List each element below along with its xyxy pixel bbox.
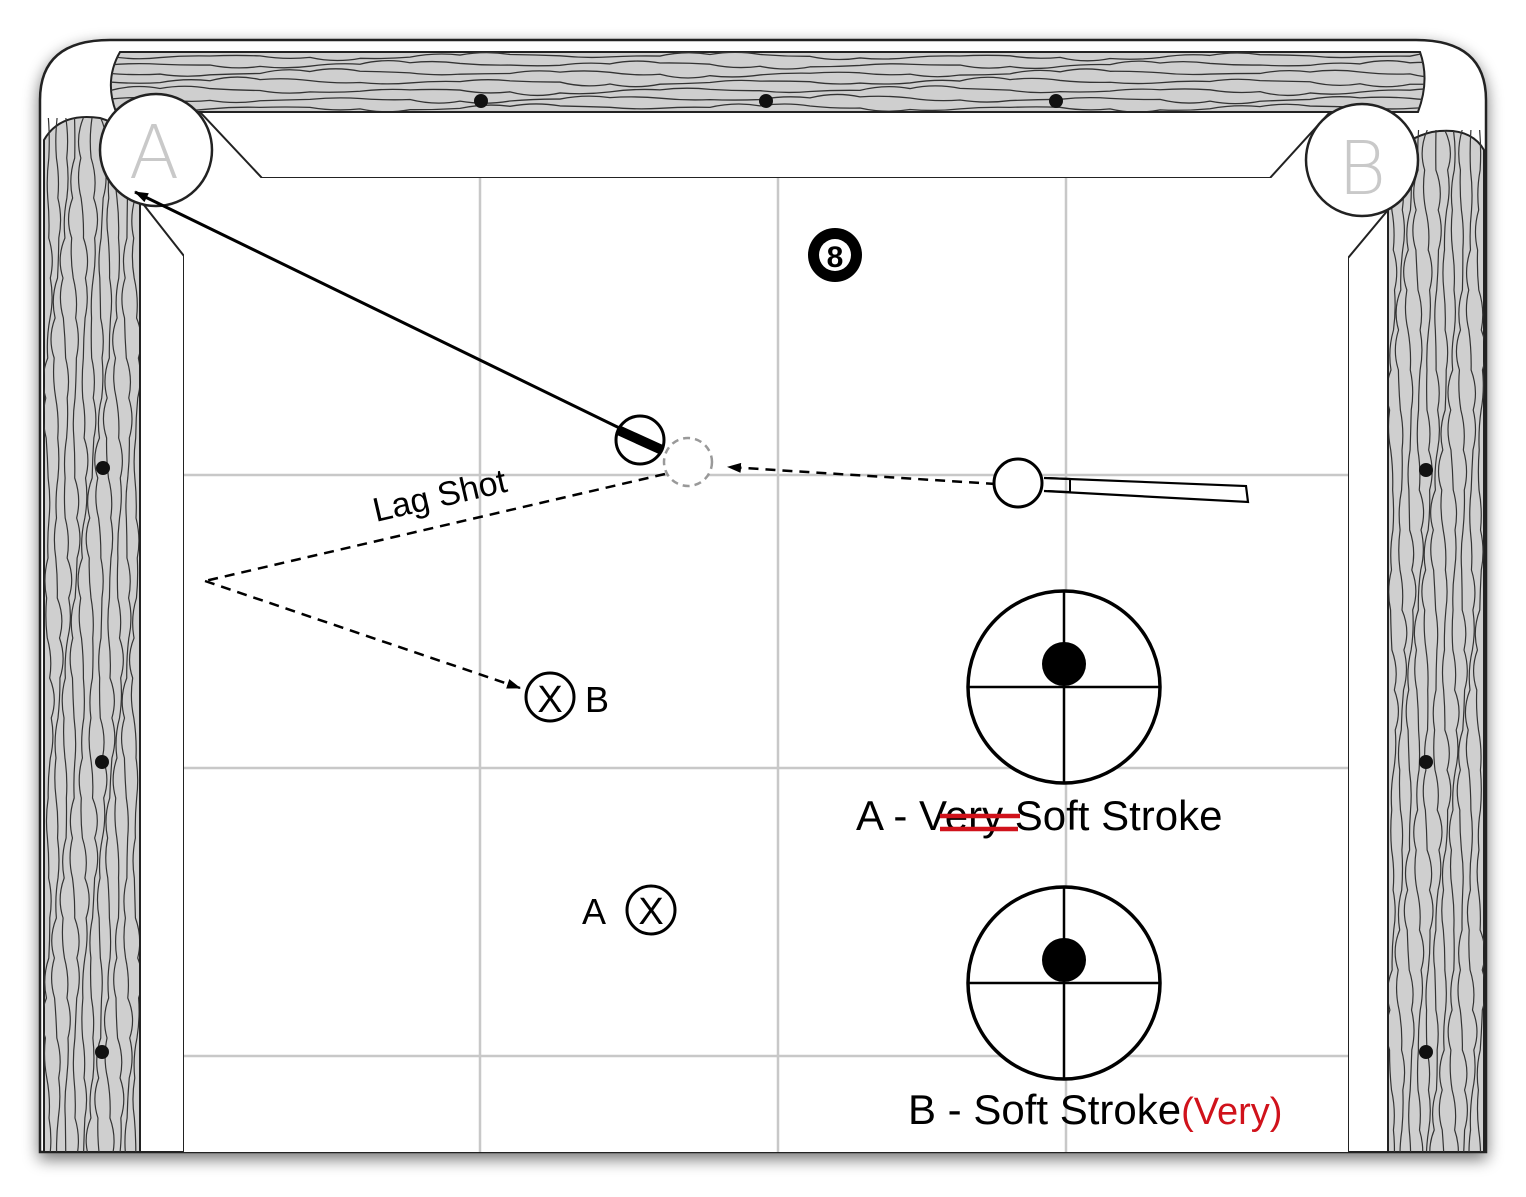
wood-grain-line xyxy=(110,52,1425,62)
cue-ball xyxy=(992,457,1044,509)
diamond-right-2 xyxy=(1419,755,1433,769)
target-b-label: B xyxy=(585,679,609,720)
pocket-a-label: A xyxy=(129,110,180,196)
stroke-a-caption: A - Very Soft Stroke xyxy=(856,792,1223,839)
eight-ball-label: 8 xyxy=(827,241,844,274)
right-rail xyxy=(1387,129,1485,1153)
cushion-left xyxy=(139,197,185,1153)
target-b-marker: X B xyxy=(524,671,609,723)
wood-grain-line xyxy=(110,103,1425,112)
wood-grain-line xyxy=(1437,130,1452,1152)
diamond-top-2 xyxy=(759,94,773,108)
wood-grain-line xyxy=(67,118,81,1152)
wood-grain-line xyxy=(102,118,116,1152)
playing-surface xyxy=(184,178,1348,1152)
wood-grain-line xyxy=(112,118,125,1152)
cue-ball-path xyxy=(727,462,997,486)
object-ball-path xyxy=(134,190,641,440)
pocket-b: B xyxy=(1304,102,1420,218)
wood-grain-line xyxy=(1412,130,1425,1152)
wood-grain-line xyxy=(1472,130,1484,1152)
top-rail xyxy=(109,51,1426,113)
eight-ball: 8 xyxy=(808,228,862,282)
wood-grain-line xyxy=(59,118,73,1152)
wood-grain-line xyxy=(1388,130,1399,1152)
cue-stick xyxy=(1043,476,1250,504)
wood-grain-line xyxy=(110,60,1425,70)
wood-grain-line xyxy=(1429,130,1443,1152)
pocket-b-label: B xyxy=(1338,126,1386,212)
lag-shot-return-path xyxy=(204,579,521,690)
wood-grain-line xyxy=(50,118,64,1152)
wood-grain-line xyxy=(1403,130,1417,1152)
ghost-ball xyxy=(662,436,714,488)
stroke-b-text: B - Soft Stroke xyxy=(908,1086,1181,1133)
wood-grain-line xyxy=(110,68,1425,79)
stroke-a-prefix: A - xyxy=(856,792,919,839)
stroke-b-caption: B - Soft Stroke(Very) xyxy=(908,1086,1282,1133)
wood-grain-line xyxy=(110,85,1425,97)
diamond-top-3 xyxy=(1049,94,1063,108)
wood-grain-line xyxy=(1421,130,1434,1152)
diamond-top-1 xyxy=(474,94,488,108)
diamond-right-3 xyxy=(1419,1045,1433,1059)
target-a-marker: A X xyxy=(582,884,677,936)
wood-grain-line xyxy=(110,93,1425,105)
wood-grain-line xyxy=(44,118,55,1152)
wood-grain-line xyxy=(1447,130,1460,1152)
wood-grain-line xyxy=(1455,130,1468,1152)
diamond-left-1 xyxy=(96,461,110,475)
strikethrough-mark xyxy=(940,813,1020,832)
wood-grain-line xyxy=(94,118,108,1152)
cue-tip-contact-a xyxy=(1042,642,1086,686)
diamond-right-1 xyxy=(1419,463,1433,477)
wood-grain-line xyxy=(85,118,99,1152)
target-a-label: A xyxy=(582,891,606,932)
cushion-right xyxy=(1347,207,1389,1153)
wood-grain-line xyxy=(128,118,140,1152)
cue-tip-diagram-b xyxy=(966,885,1162,1081)
cue-tip-diagram-a xyxy=(966,589,1162,785)
diamond-left-2 xyxy=(95,755,109,769)
rail-diamonds xyxy=(95,94,1433,1059)
wood-grain-line xyxy=(1394,130,1408,1152)
wood-grain-line xyxy=(1464,130,1478,1152)
target-b-symbol: X xyxy=(537,679,562,721)
cue-tip-contact-b xyxy=(1042,938,1086,982)
target-a-symbol: X xyxy=(638,891,663,933)
cushion-top xyxy=(197,111,1333,179)
stroke-a-suffix: Soft Stroke xyxy=(1003,792,1222,839)
wood-grain-line xyxy=(120,118,134,1152)
diamond-left-3 xyxy=(95,1045,109,1059)
left-rail xyxy=(43,116,141,1153)
object-ball xyxy=(614,414,666,466)
wood-grain-line xyxy=(77,118,90,1152)
wood-grain-line xyxy=(110,76,1425,88)
pocket-a: A xyxy=(98,92,214,208)
stroke-b-annotation: (Very) xyxy=(1181,1091,1282,1133)
lag-shot-path xyxy=(204,472,666,583)
